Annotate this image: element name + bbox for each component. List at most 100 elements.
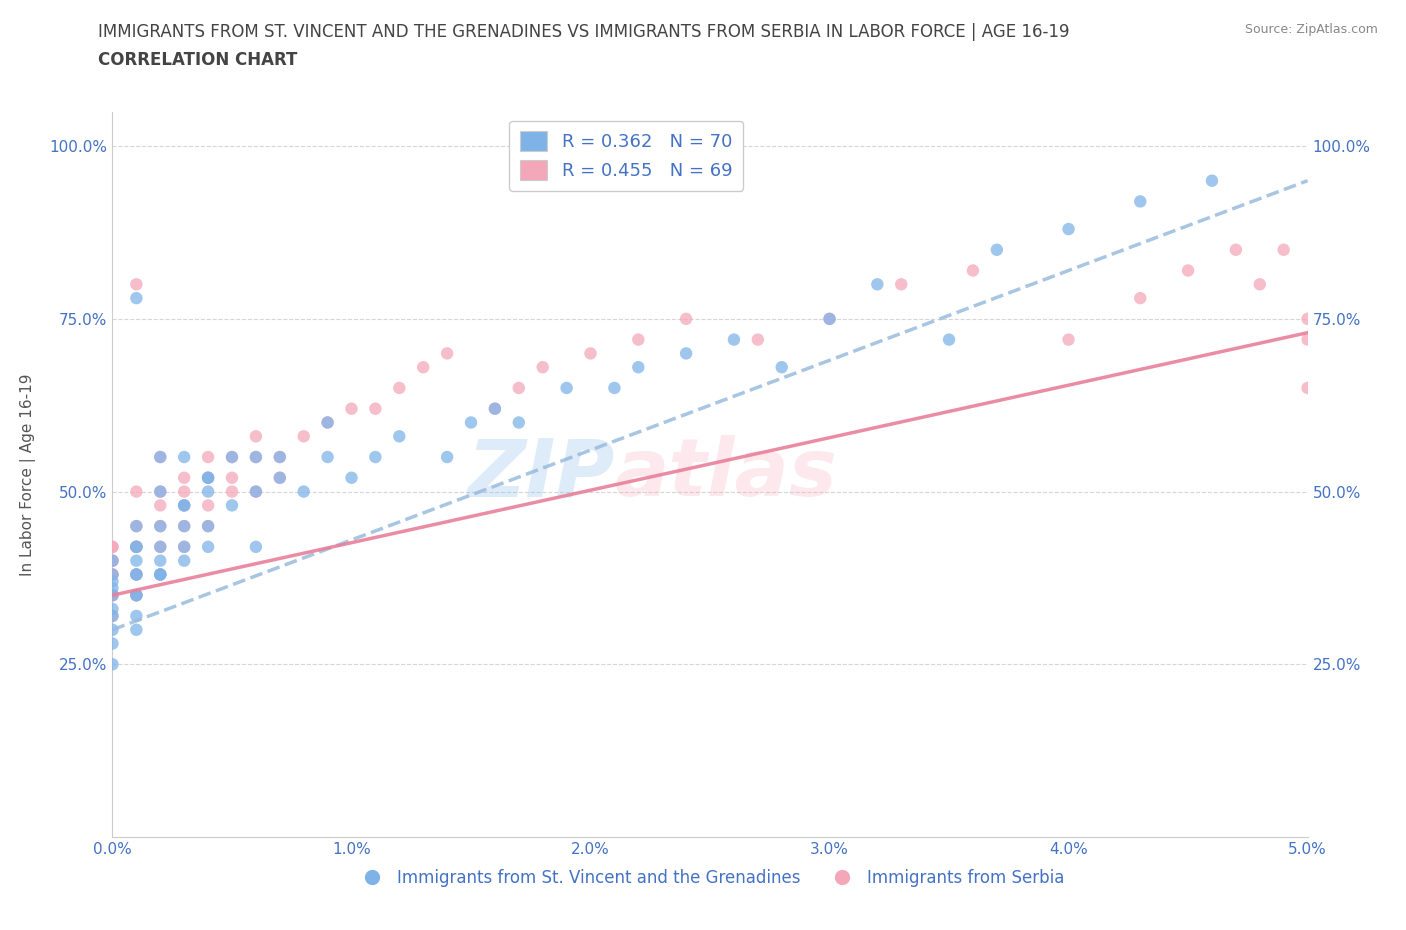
Point: [245, 429, 267, 444]
Point: [579, 346, 602, 361]
Point: [316, 449, 339, 464]
Point: [125, 608, 148, 623]
Point: [508, 415, 530, 430]
Point: [245, 449, 267, 464]
Point: [292, 485, 315, 499]
Point: [364, 449, 387, 464]
Point: [221, 449, 243, 464]
Point: [770, 360, 793, 375]
Point: [460, 415, 482, 430]
Point: [101, 539, 124, 554]
Point: [1272, 243, 1295, 258]
Point: [125, 588, 148, 603]
Point: [675, 346, 697, 361]
Point: [197, 471, 219, 485]
Point: [149, 485, 172, 499]
Point: [101, 553, 124, 568]
Text: IMMIGRANTS FROM ST. VINCENT AND THE GRENADINES VS IMMIGRANTS FROM SERBIA IN LABO: IMMIGRANTS FROM ST. VINCENT AND THE GREN…: [98, 23, 1070, 41]
Text: atlas: atlas: [614, 435, 837, 513]
Point: [316, 415, 339, 430]
Point: [101, 622, 124, 637]
Point: [101, 657, 124, 671]
Point: [818, 312, 841, 326]
Point: [101, 567, 124, 582]
Point: [484, 401, 506, 416]
Point: [101, 567, 124, 582]
Point: [125, 519, 148, 534]
Point: [962, 263, 984, 278]
Point: [197, 519, 219, 534]
Point: [125, 567, 148, 582]
Point: [221, 485, 243, 499]
Point: [340, 401, 363, 416]
Point: [197, 498, 219, 512]
Point: [245, 449, 267, 464]
Point: [149, 519, 172, 534]
Point: [125, 277, 148, 292]
Point: [627, 332, 650, 347]
Point: [197, 471, 219, 485]
Point: [866, 277, 889, 292]
Point: [197, 449, 219, 464]
Point: [173, 471, 195, 485]
Point: [125, 588, 148, 603]
Point: [1201, 173, 1223, 188]
Point: [173, 539, 195, 554]
Point: [986, 243, 1008, 258]
Point: [292, 429, 315, 444]
Point: [1296, 380, 1319, 395]
Point: [245, 539, 267, 554]
Point: [1057, 221, 1080, 236]
Point: [221, 471, 243, 485]
Point: [173, 485, 195, 499]
Point: [1129, 194, 1152, 209]
Point: [101, 567, 124, 582]
Point: [508, 380, 530, 395]
Point: [149, 498, 172, 512]
Legend: Immigrants from St. Vincent and the Grenadines, Immigrants from Serbia: Immigrants from St. Vincent and the Gren…: [349, 863, 1071, 894]
Point: [388, 429, 411, 444]
Point: [101, 588, 124, 603]
Point: [938, 332, 960, 347]
Point: [149, 539, 172, 554]
Point: [149, 567, 172, 582]
Point: [125, 622, 148, 637]
Point: [101, 588, 124, 603]
Point: [436, 449, 458, 464]
Point: [316, 415, 339, 430]
Point: [197, 539, 219, 554]
Point: [269, 449, 291, 464]
Point: [221, 498, 243, 512]
Point: [340, 471, 363, 485]
Point: [197, 471, 219, 485]
Text: Source: ZipAtlas.com: Source: ZipAtlas.com: [1244, 23, 1378, 36]
Point: [436, 346, 458, 361]
Point: [245, 485, 267, 499]
Point: [125, 553, 148, 568]
Point: [149, 567, 172, 582]
Point: [818, 312, 841, 326]
Point: [125, 588, 148, 603]
Point: [173, 519, 195, 534]
Point: [149, 449, 172, 464]
Point: [125, 567, 148, 582]
Point: [603, 380, 626, 395]
Point: [101, 539, 124, 554]
Point: [125, 539, 148, 554]
Point: [101, 588, 124, 603]
Point: [1057, 332, 1080, 347]
Point: [1249, 277, 1271, 292]
Point: [173, 519, 195, 534]
Point: [149, 567, 172, 582]
Point: [675, 312, 697, 326]
Point: [125, 539, 148, 554]
Point: [269, 471, 291, 485]
Point: [173, 498, 195, 512]
Point: [125, 485, 148, 499]
Point: [723, 332, 745, 347]
Point: [173, 498, 195, 512]
Point: [149, 539, 172, 554]
Point: [269, 449, 291, 464]
Point: [1296, 312, 1319, 326]
Point: [1177, 263, 1199, 278]
